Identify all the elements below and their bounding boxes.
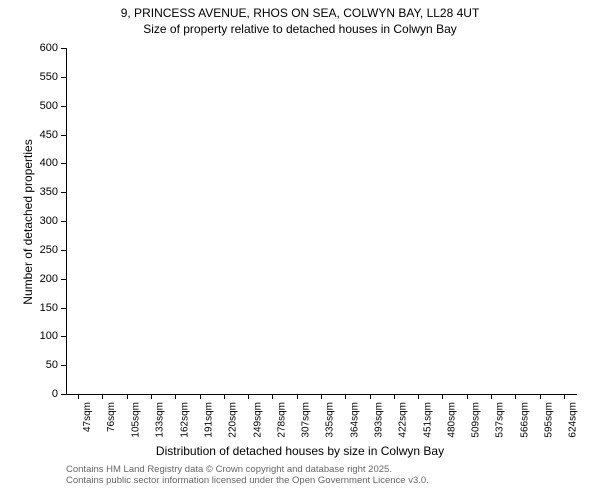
- xtick-label: 451sqm: [422, 402, 433, 438]
- chart-title-line1: 9, PRINCESS AVENUE, RHOS ON SEA, COLWYN …: [0, 6, 600, 20]
- ytick-label: 150: [0, 302, 58, 314]
- xtick-label: 480sqm: [446, 402, 457, 438]
- xtick-label: 393sqm: [374, 402, 385, 438]
- ytick-label: 200: [0, 273, 58, 285]
- ytick-label: 250: [0, 244, 58, 256]
- chart-title-line2: Size of property relative to detached ho…: [0, 22, 600, 36]
- xtick-label: 624sqm: [568, 402, 579, 438]
- xtick-label: 249sqm: [252, 402, 263, 438]
- xtick-label: 364sqm: [349, 402, 360, 438]
- ytick-label: 50: [0, 359, 58, 371]
- ytick-label: 0: [0, 388, 58, 400]
- ytick-label: 100: [0, 330, 58, 342]
- xtick-label: 220sqm: [228, 402, 239, 438]
- xtick-label: 191sqm: [204, 402, 215, 438]
- footer-line2: Contains public sector information licen…: [66, 475, 429, 486]
- ytick-label: 550: [0, 71, 58, 83]
- chart-container: { "title_line1": "9, PRINCESS AVENUE, RH…: [0, 0, 600, 500]
- ytick-label: 300: [0, 215, 58, 227]
- ytick-label: 600: [0, 42, 58, 54]
- ytick-label: 350: [0, 186, 58, 198]
- ytick-label: 500: [0, 100, 58, 112]
- plot-area: [66, 48, 577, 395]
- footer-credits: Contains HM Land Registry data © Crown c…: [66, 464, 429, 487]
- xtick-label: 307sqm: [301, 402, 312, 438]
- ytick-label: 400: [0, 157, 58, 169]
- xtick-label: 422sqm: [398, 402, 409, 438]
- xtick-label: 509sqm: [471, 402, 482, 438]
- xtick-label: 278sqm: [276, 402, 287, 438]
- footer-line1: Contains HM Land Registry data © Crown c…: [66, 464, 429, 475]
- xtick-label: 537sqm: [495, 402, 506, 438]
- xtick-label: 105sqm: [131, 402, 142, 438]
- xtick-label: 595sqm: [544, 402, 555, 438]
- xtick-label: 47sqm: [82, 402, 93, 432]
- x-axis-label: Distribution of detached houses by size …: [0, 444, 600, 458]
- xtick-label: 335sqm: [325, 402, 336, 438]
- xtick-label: 133sqm: [155, 402, 166, 438]
- xtick-label: 162sqm: [179, 402, 190, 438]
- ytick-label: 450: [0, 129, 58, 141]
- xtick-label: 76sqm: [106, 402, 117, 432]
- xtick-label: 566sqm: [519, 402, 530, 438]
